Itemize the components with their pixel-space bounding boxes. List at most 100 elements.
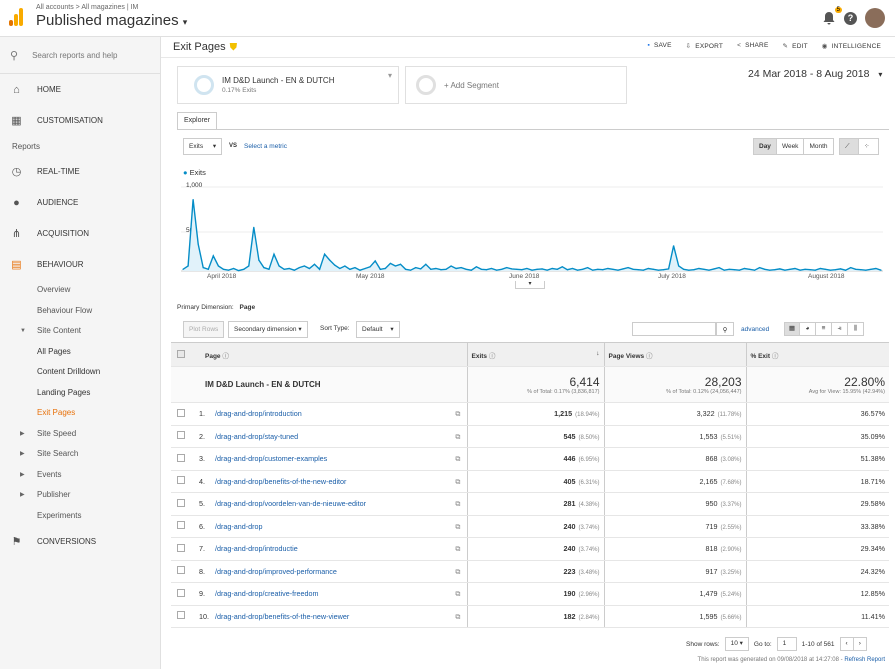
row-checkbox[interactable] [171,537,191,561]
data-point[interactable] [298,267,300,269]
row-checkbox[interactable] [171,560,191,583]
data-point[interactable] [748,268,751,270]
data-point[interactable] [718,267,720,269]
row-checkbox[interactable] [171,470,191,493]
data-point[interactable] [703,268,705,270]
data-point[interactable] [511,268,513,270]
data-point[interactable] [824,268,826,270]
data-point[interactable] [293,269,295,271]
data-point[interactable] [430,268,432,270]
data-point[interactable] [759,267,761,269]
data-point[interactable] [850,267,852,269]
data-point[interactable] [860,269,862,271]
analytics-logo-icon[interactable] [9,8,23,26]
nav-conversions[interactable]: ⚑ CONVERSIONS [0,526,160,557]
row-page-link[interactable]: /drag-and-drop/benefits-of-the-new-viewe… [215,611,350,621]
row-page-link[interactable]: /drag-and-drop/stay-tuned [215,431,299,441]
nav-acquisition[interactable]: ⋔ ACQUISITION [0,218,160,249]
breadcrumb[interactable]: All accounts > All magazines | IM [36,4,139,11]
data-point[interactable] [632,268,634,270]
avatar[interactable] [865,8,885,28]
data-point[interactable] [248,265,250,267]
open-link-icon[interactable]: ⧉ [455,544,461,554]
data-point[interactable] [804,268,806,270]
open-link-icon[interactable]: ⧉ [455,476,461,486]
rows-per-page-dropdown[interactable]: 10 ▾ [724,637,749,651]
data-point[interactable] [263,267,265,269]
data-point[interactable] [622,268,624,270]
col-page[interactable]: Page ⓘ [191,342,467,367]
search-reports[interactable]: ⚲ Search reports and help [0,37,160,74]
data-point[interactable] [713,268,715,270]
data-point[interactable] [612,268,614,270]
data-point[interactable] [278,265,280,267]
data-point[interactable] [460,267,462,269]
nav-realtime[interactable]: ◷ REAL-TIME [0,156,160,187]
select-all-checkbox[interactable] [171,342,191,367]
data-point[interactable] [597,268,599,270]
sub-events[interactable]: ▶ Events [0,465,160,486]
sub-content-drilldown[interactable]: Content Drilldown [37,367,101,376]
day-button[interactable]: Day [753,138,777,155]
data-point[interactable] [359,269,361,271]
data-point[interactable] [258,259,260,261]
table-search-input[interactable] [632,322,716,336]
data-point[interactable] [238,269,240,272]
data-point[interactable] [738,269,740,271]
data-point[interactable] [283,268,285,270]
open-link-icon[interactable]: ⧉ [455,409,461,419]
pie-view-icon[interactable]: ◕ [800,322,816,336]
data-point[interactable] [207,268,209,270]
data-point[interactable] [440,269,442,271]
data-point[interactable] [334,264,336,266]
data-point[interactable] [581,268,584,270]
property-selector[interactable]: Published magazines ▾ [36,12,187,29]
data-point[interactable] [495,269,498,271]
data-point[interactable] [809,269,811,271]
data-point[interactable] [212,255,214,257]
data-point[interactable] [541,268,543,270]
data-point[interactable] [425,263,427,265]
data-point[interactable] [344,265,346,267]
data-point[interactable] [673,245,675,247]
refresh-report-link[interactable]: Refresh Report [844,657,885,663]
data-point[interactable] [243,268,245,270]
data-point[interactable] [268,268,270,270]
line-chart-icon[interactable]: ⟋ [839,138,859,155]
data-point[interactable] [349,268,351,270]
nav-home[interactable]: ⌂ HOME [0,74,160,105]
data-point[interactable] [556,268,558,270]
data-point[interactable] [536,268,538,270]
data-point[interactable] [642,269,644,271]
data-point[interactable] [728,268,730,270]
data-point[interactable] [698,267,700,270]
data-point[interactable] [733,269,735,271]
data-point[interactable] [667,268,670,270]
data-point[interactable] [445,268,447,270]
data-point[interactable] [182,268,184,270]
data-point[interactable] [384,267,386,270]
nav-customisation[interactable]: ▦ CUSTOMISATION [0,105,160,136]
primary-dim-value[interactable]: Page [239,304,256,311]
sub-publisher[interactable]: ▶ Publisher [0,485,160,506]
date-range-picker[interactable]: 24 Mar 2018 - 8 Aug 2018 ▾ [748,68,882,80]
prev-page-button[interactable]: ‹ [839,637,854,651]
data-point[interactable] [855,268,857,270]
data-point[interactable] [688,269,690,271]
sub-behaviour-flow[interactable]: Behaviour Flow [37,305,93,315]
data-point[interactable] [617,269,619,271]
data-point[interactable] [678,265,680,267]
edit-button[interactable]: ✎ EDIT [783,42,808,50]
data-point[interactable] [637,269,639,271]
data-point[interactable] [506,267,508,269]
data-point[interactable] [501,268,503,270]
sub-all-pages[interactable]: All Pages [37,346,71,356]
data-point[interactable] [814,269,816,271]
data-point[interactable] [799,269,801,271]
data-point[interactable] [318,268,321,270]
sub-landing-pages[interactable]: Landing Pages [37,387,91,397]
data-point[interactable] [769,269,771,271]
select-metric-link[interactable]: Select a metric [244,143,287,150]
data-point[interactable] [784,269,786,271]
row-page-link[interactable]: /drag-and-drop/benefits-of-the-new-edito… [215,476,347,486]
